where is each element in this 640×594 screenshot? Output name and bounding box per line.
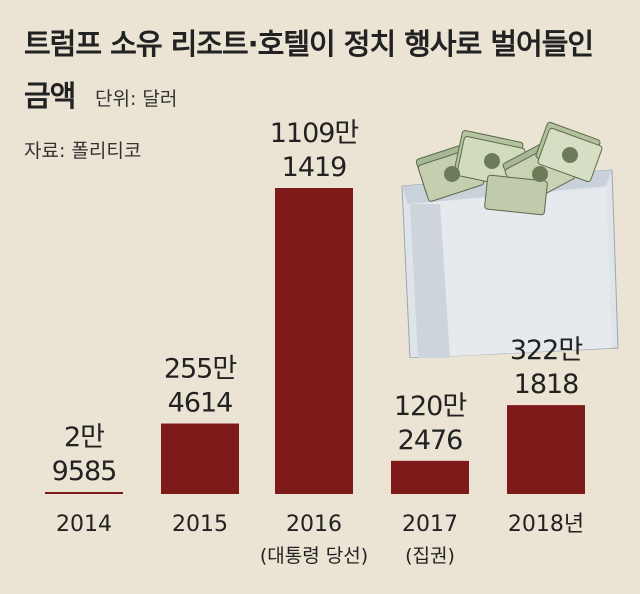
x-tick-note-2016: (대통령 당선) (260, 545, 368, 567)
value-label-2016-0: 1109만 (270, 118, 359, 149)
value-label-2014-1: 9585 (52, 456, 117, 487)
x-tick-label-2017: 2017 (402, 512, 458, 537)
chart-title-line2: 금액 (24, 79, 76, 113)
x-tick-label-2015: 2015 (172, 512, 228, 537)
x-tick-note-2017: (집권) (405, 545, 455, 567)
value-label-2014-0: 2만 (64, 422, 104, 453)
value-label-2017-0: 120만 (394, 391, 467, 422)
value-label-2016-1: 1419 (282, 152, 347, 183)
value-label-2015-1: 4614 (168, 388, 233, 419)
bar-2016 (275, 188, 353, 494)
value-label-2018-1: 1818 (514, 369, 579, 400)
source-label: 자료: 폴리티코 (24, 140, 142, 162)
chart-title-line1: 트럼프 소유 리조트·호텔이 정치 행사로 벌어들인 (24, 27, 594, 61)
x-tick-label-2014: 2014 (56, 512, 112, 537)
value-label-2015-0: 255만 (164, 354, 237, 385)
value-label-2017-1: 2476 (398, 425, 463, 456)
bar-2018 (507, 405, 585, 494)
unit-label: 단위: 달러 (95, 88, 178, 110)
money-box-illustration (401, 121, 619, 358)
title-word: 금액 (24, 79, 76, 113)
value-label-2018-0: 322만 (510, 335, 583, 366)
bar-2014 (45, 492, 123, 494)
bar-2015 (161, 423, 239, 494)
x-tick-label-2016: 2016 (286, 512, 342, 537)
x-tick-label-2018: 2018년 (508, 512, 584, 537)
bar-2017 (391, 460, 469, 494)
